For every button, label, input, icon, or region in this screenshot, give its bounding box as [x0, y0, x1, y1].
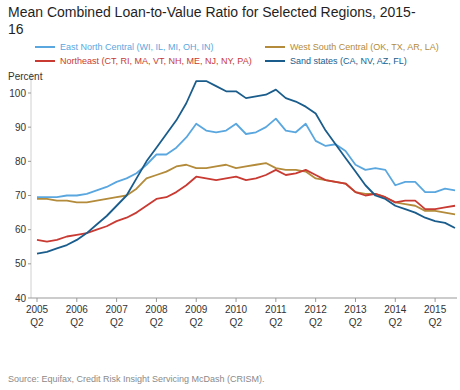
x-tick — [275, 298, 276, 302]
x-tick-label-part: 2007 — [105, 304, 128, 315]
x-tick-label-part: 2010 — [225, 304, 248, 315]
x-tick-label: 2010 Q2 — [225, 304, 248, 328]
x-tick-label-part: Q2 — [110, 317, 124, 328]
x-tick-label-part: Q2 — [269, 317, 283, 328]
x-tick-label-part: 2013 — [344, 304, 367, 315]
title: Mean Combined Loan-to-Value Ratio for Se… — [8, 4, 418, 38]
x-tick-label: 2005 Q2 — [26, 304, 49, 328]
x-tick — [236, 298, 237, 302]
y-tick-label: 100 — [9, 88, 26, 99]
x-tick-label-part: 2014 — [384, 304, 407, 315]
x-tick-label-part: Q2 — [428, 317, 442, 328]
x-tick — [196, 298, 197, 302]
x-tick-label-part: 2011 — [265, 304, 287, 315]
source: Source: Equifax, Credit Risk Insight Ser… — [8, 374, 265, 384]
x-tick-label: 2011 Q2 — [265, 304, 287, 328]
series-line — [37, 170, 455, 242]
x-tick-label-part: 2006 — [66, 304, 89, 315]
y-tick-label: 80 — [15, 156, 27, 167]
x-tick-label: 2008 Q2 — [145, 304, 168, 328]
x-tick-label-part: Q2 — [70, 317, 84, 328]
x-tick-label: 2006 Q2 — [66, 304, 89, 328]
x-tick-label-part: 2009 — [185, 304, 208, 315]
x-tick-label: 2014 Q2 — [384, 304, 407, 328]
y-tick-label: 70 — [15, 190, 27, 201]
series-line — [37, 81, 455, 254]
x-tick-label: 2013 Q2 — [344, 304, 367, 328]
x-tick-label-part: Q2 — [309, 317, 323, 328]
x-tick-label-part: 2012 — [305, 304, 328, 315]
y-tick — [28, 161, 31, 162]
x-tick — [315, 298, 316, 302]
x-tick — [355, 298, 356, 302]
x-tick-label-part: 2008 — [145, 304, 168, 315]
x-axis-line — [31, 298, 457, 299]
legend-swatch — [35, 46, 55, 48]
y-tick — [28, 298, 31, 299]
y-tick — [28, 93, 31, 94]
y-axis-label: Percent — [8, 71, 43, 82]
x-tick — [76, 298, 77, 302]
legend-label: East North Central (WI, IL, MI, OH, IN) — [60, 42, 214, 52]
chart: Percent 40 50 60 70 80 90 100 2005 Q2 2006 Q2 2007 Q2… — [0, 0, 460, 390]
legend-label: Sand states (CA, NV, AZ, FL) — [290, 56, 407, 66]
x-tick-label-part: 2015 — [424, 304, 447, 315]
x-tick-label: 2012 Q2 — [305, 304, 328, 328]
lines — [37, 81, 455, 254]
x-tick-label-part: Q2 — [229, 317, 243, 328]
y-tick-label: 40 — [15, 293, 27, 304]
x-tick-label: 2007 Q2 — [105, 304, 128, 328]
legend-label: West South Central (OK, TX, AR, LA) — [290, 42, 439, 52]
x-tick-label-part: Q2 — [349, 317, 363, 328]
x-tick — [156, 298, 157, 302]
y-tick-label: 60 — [15, 224, 27, 235]
legend-swatch — [35, 60, 55, 62]
x-tick — [395, 298, 396, 302]
y-tick — [28, 229, 31, 230]
x-tick-label-part: Q2 — [190, 317, 204, 328]
x-tick-label-part: 2005 — [26, 304, 49, 315]
x-tick — [116, 298, 117, 302]
legend-swatch — [265, 60, 285, 62]
x-tick-label: 2015 Q2 — [424, 304, 447, 328]
y-tick-label: 90 — [15, 122, 27, 133]
x-tick-label-part: Q2 — [30, 317, 44, 328]
y-tick — [28, 195, 31, 196]
y-tick-label: 50 — [15, 258, 27, 269]
legend-swatch — [265, 46, 285, 48]
legend-label: Northeast (CT, RI, MA, VT, NH, ME, NJ, N… — [60, 56, 252, 66]
x-tick — [435, 298, 436, 302]
x-tick — [37, 298, 38, 302]
x-tick-label-part: Q2 — [389, 317, 403, 328]
series-line — [37, 119, 455, 198]
x-tick-label: 2009 Q2 — [185, 304, 208, 328]
series-line — [37, 163, 455, 214]
y-tick — [28, 127, 31, 128]
y-tick — [28, 263, 31, 264]
x-tick-label-part: Q2 — [150, 317, 164, 328]
